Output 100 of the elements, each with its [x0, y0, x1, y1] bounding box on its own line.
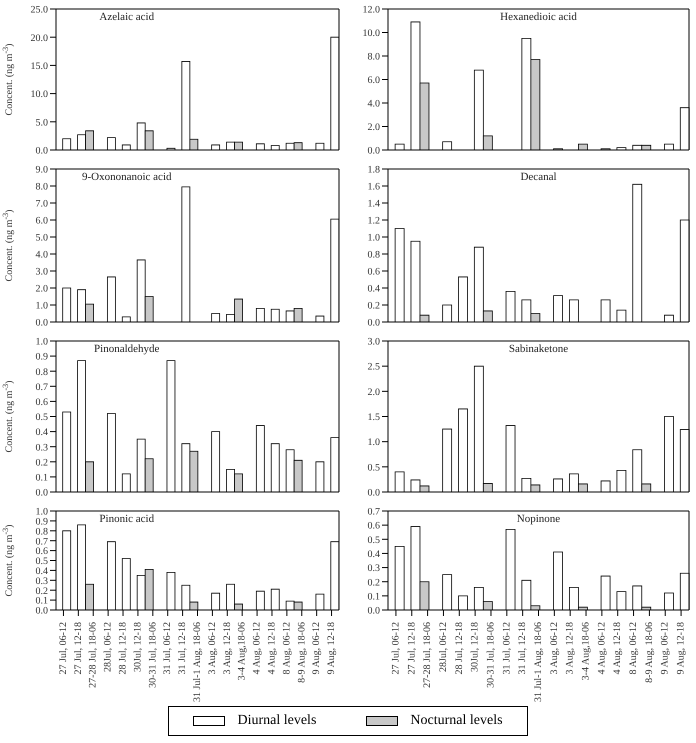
y-tick-label: 0.6 [36, 546, 48, 558]
y-tick-label: 1.8 [368, 164, 380, 176]
x-tick-label: 3 Aug, 06-12 [206, 622, 218, 674]
y-tick-label: 0.4 [36, 427, 48, 438]
x-tick-label: 4 Aug, 12-18 [612, 622, 624, 674]
x-tick-label: 31 Jul, 12-18 [517, 622, 528, 674]
chart-title: 9-Oxononanoic acid [82, 171, 172, 183]
y-tick-label: 2.5 [368, 362, 380, 373]
y-tick-label: 0.1 [36, 596, 48, 607]
y-tick-label: 8.0 [368, 52, 380, 63]
y-tick-label: 0.6 [36, 396, 48, 408]
y-tick-label: 0.2 [368, 577, 380, 588]
x-tick-label: 31 Jul-1 Aug, 18-06 [192, 622, 203, 702]
y-tick-label: 3.0 [368, 336, 380, 348]
y-tick-label: 0.0 [36, 318, 48, 329]
y-tick-label: 0.0 [368, 488, 380, 499]
y-tick-label: 1.5 [368, 412, 380, 424]
x-tick-label: 28 Jul, 12-18 [454, 622, 465, 674]
y-tick-label: 1.0 [36, 300, 48, 312]
y-tick-label: 1.0 [36, 506, 48, 518]
y-tick-label: 0.0 [36, 146, 48, 157]
y-tick-label: 6.0 [36, 216, 48, 227]
y-tick-label: 0.5 [36, 412, 48, 424]
y-tick-label: 0.7 [36, 536, 48, 548]
x-tick-label: 30Jul, 12-18 [132, 622, 144, 672]
x-tick-label: 28Jul, 06-12 [102, 622, 114, 672]
y-tick-label: 1.0 [368, 232, 380, 244]
x-tick-label: 8 Aug, 06-12 [628, 622, 640, 674]
y-tick-label: 0.4 [36, 566, 48, 577]
x-tick-label: 4 Aug, 06-12 [252, 622, 263, 674]
y-tick-label: 0.0 [36, 606, 48, 617]
y-tick-label: 3.0 [36, 266, 48, 278]
y-tick-label: 7.0 [36, 198, 48, 210]
legend-label: Nocturnal levels [410, 713, 503, 729]
chart-title: Decanal [519, 171, 558, 183]
y-tick-label: 0.9 [36, 516, 48, 528]
chart-title: Pinonic acid [99, 513, 154, 525]
y-tick-label: 9.0 [36, 164, 48, 176]
x-tick-label: 8-9 Aug, 18-06 [644, 622, 655, 683]
chart-title: Nopinone [516, 513, 562, 525]
x-tick-label: 30-31 Jul, 18-06 [485, 622, 496, 688]
x-tick-label: 3 Aug, 12-18 [564, 622, 576, 674]
y-tick-label: 0.6 [368, 266, 380, 278]
y-tick-label: 15.0 [30, 60, 48, 72]
y-tick-label: 20.0 [30, 32, 48, 44]
x-tick-label: 9 Aug, 12-18 [676, 622, 687, 674]
y-tick-label: 2.0 [368, 122, 380, 134]
y-tick-label: 0.3 [36, 442, 48, 454]
chart-title: Azelaic acid [99, 11, 154, 23]
y-tick-label: 0.8 [36, 366, 48, 378]
y-tick-label: 0.5 [368, 534, 380, 546]
y-tick-label: 1.2 [368, 216, 380, 227]
y-tick-label: 0.7 [36, 382, 48, 393]
y-tick-label: 1.6 [368, 182, 380, 193]
x-tick-label: 3-4 Aug,18-06 [236, 622, 248, 680]
y-tick-label: 0.0 [36, 488, 48, 499]
y-tick-label: 0.1 [36, 472, 48, 484]
x-tick-label: 27 Jul, 12-18 [406, 622, 418, 674]
x-tick-label: 9 Aug, 12-18 [326, 622, 338, 674]
y-tick-label: 1.4 [368, 198, 380, 210]
y-tick-label: 0.1 [368, 591, 380, 602]
x-tick-label: 3 Aug, 06-12 [548, 622, 560, 674]
x-tick-label: 27 Jul, 06-12 [58, 622, 69, 674]
y-tick-label: 2.0 [36, 284, 48, 295]
y-tick-label: 0.7 [368, 506, 380, 518]
y-tick-label: 0.9 [36, 352, 48, 363]
y-tick-label: 12.0 [362, 4, 380, 16]
x-tick-label: 4 Aug, 12-18 [266, 622, 278, 674]
y-tick-label: 0.2 [36, 586, 48, 597]
y-tick-label: 0.5 [36, 556, 48, 568]
y-tick-label: 1.0 [368, 437, 380, 448]
y-tick-label: 25.0 [30, 4, 48, 16]
y-tick-label: 8.0 [36, 182, 48, 193]
y-tick-label: 0.6 [368, 520, 380, 532]
chart-title: Pinonaldehyde [94, 343, 160, 355]
y-tick-label: 0.8 [368, 250, 380, 261]
y-tick-label: 10.0 [30, 89, 48, 100]
x-tick-label: 27 Jul, 06-12 [390, 622, 402, 674]
x-tick-label: 8-9 Aug, 18-06 [296, 622, 308, 683]
x-tick-label: 27-28 Jul, 18-06 [422, 622, 434, 688]
x-tick-label: 30-31 Jul, 18-06 [147, 622, 158, 688]
y-tick-label: 0.4 [368, 284, 380, 295]
x-tick-label: 28Jul, 06-12 [438, 622, 449, 672]
y-tick-label: 4.0 [368, 98, 380, 110]
x-tick-label: 31 Jul, 06-12 [162, 622, 174, 674]
x-tick-label: 31 Jul, 06-12 [501, 622, 512, 674]
legend-label: Diurnal levels [237, 713, 316, 729]
x-tick-label: 31 Jul, 12-18 [177, 622, 188, 674]
x-tick-label: 4 Aug, 06-12 [596, 622, 608, 674]
y-tick-label: 1.0 [36, 336, 48, 348]
x-tick-label: 31 Jul-1 Aug, 18-06 [533, 622, 544, 702]
y-tick-label: 2.0 [368, 386, 380, 398]
y-tick-label: 0.0 [368, 318, 380, 329]
y-tick-label: 4.0 [36, 250, 48, 261]
y-tick-label: 6.0 [368, 75, 380, 86]
y-tick-label: 10.0 [362, 28, 380, 40]
y-tick-label: 0.5 [368, 462, 380, 474]
y-tick-label: 0.2 [368, 300, 380, 312]
x-tick-label: 9 Aug, 06-12 [660, 622, 671, 674]
chart-title: Hexanedioic acid [499, 11, 578, 23]
